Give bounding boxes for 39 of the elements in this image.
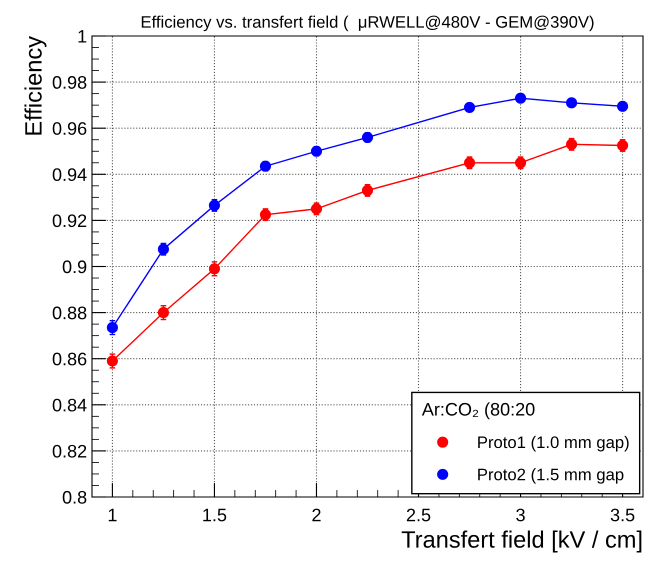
y-tick-label: 0.96 xyxy=(52,122,86,135)
point xyxy=(260,160,272,172)
point xyxy=(617,100,628,112)
x-tick-label: 1 xyxy=(108,508,117,522)
point xyxy=(106,322,118,334)
legend-label: Proto2 (1.5 mm gap xyxy=(478,468,624,484)
y-tick-label: 0.92 xyxy=(52,214,86,228)
y-tick-label: 0.94 xyxy=(52,168,87,182)
y-tick-label: 0.9 xyxy=(62,260,86,274)
y-tick-label: 0.88 xyxy=(52,306,86,320)
point xyxy=(106,355,118,367)
point xyxy=(208,263,220,274)
y-tick-label: 0.82 xyxy=(52,444,86,458)
point xyxy=(464,157,476,168)
y-tick-label: 0.84 xyxy=(52,398,87,412)
x-tick-label: 2 xyxy=(312,508,321,522)
x-tick-label: 3.5 xyxy=(610,508,634,522)
y-tick-label: 0.8 xyxy=(62,490,86,504)
x-tick-label: 3 xyxy=(516,508,525,522)
y-tick-label: 0.98 xyxy=(52,76,86,89)
chart-title: Efficiency vs. transfert field ( μRWELL@480V - GEM@390V) xyxy=(142,16,594,32)
x-axis-title: Transfert field [kV / cm] xyxy=(402,530,642,553)
point xyxy=(566,138,578,150)
point xyxy=(515,92,526,104)
point xyxy=(362,132,374,143)
point xyxy=(464,102,476,114)
point xyxy=(158,307,169,318)
point xyxy=(566,97,578,108)
legend-title: Ar:CO₂ (80:20 xyxy=(422,402,535,420)
y-tick-label: 1 xyxy=(78,30,86,43)
point xyxy=(260,209,272,220)
y-axis-title: Efficiency xyxy=(24,36,46,135)
legend-label: Proto1 (1.0 mm gap) xyxy=(478,436,629,452)
x-tick-label: 1.5 xyxy=(203,508,226,522)
point xyxy=(310,146,322,157)
point xyxy=(362,184,374,196)
y-tick-label: 0.86 xyxy=(52,352,86,366)
x-tick-label: 2.5 xyxy=(406,508,430,522)
point xyxy=(310,203,322,214)
